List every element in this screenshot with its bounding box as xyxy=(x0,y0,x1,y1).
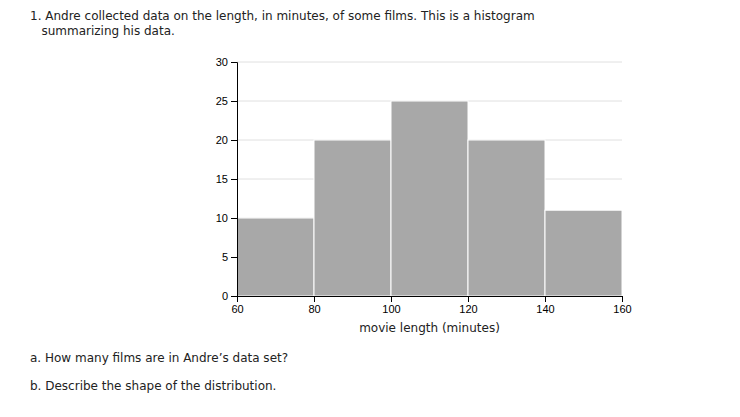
grid-line xyxy=(237,62,622,63)
x-tick: 80 xyxy=(308,296,320,315)
title: 1. Andre collected data on the length, i… xyxy=(30,9,535,38)
y-tick-mark xyxy=(231,179,237,180)
y-tick-label: 25 xyxy=(216,95,228,107)
y-tick: 0 xyxy=(222,290,237,302)
x-tick-mark xyxy=(622,296,623,302)
bar xyxy=(237,218,314,296)
y-tick: 20 xyxy=(216,134,237,146)
bar xyxy=(314,140,391,296)
y-tick: 10 xyxy=(216,212,237,224)
y-tick-mark xyxy=(231,140,237,141)
x-tick-label: 100 xyxy=(382,303,400,315)
y-axis: 0 5 10 15 20 25 30 xyxy=(216,56,238,302)
title-line: summarizing his data. xyxy=(30,24,175,38)
y-tick-label: 0 xyxy=(222,290,228,302)
x-tick: 100 xyxy=(382,296,400,315)
y-tick-mark xyxy=(231,101,237,102)
x-tick-label: 120 xyxy=(459,303,477,315)
x-tick-label: 60 xyxy=(231,303,243,315)
annotation: b. Describe the shape of the distributio… xyxy=(30,379,276,393)
x-tick: 140 xyxy=(536,296,554,315)
x-tick-label: 140 xyxy=(536,303,554,315)
x-axis: 60 80 100 120 140 160 xyxy=(231,296,631,315)
y-tick: 5 xyxy=(222,251,237,263)
y-tick-mark xyxy=(231,62,237,63)
x-tick-mark xyxy=(391,296,392,302)
bars xyxy=(237,101,622,296)
y-tick-label: 30 xyxy=(216,56,228,68)
chart: 1. Andre collected data on the length, i… xyxy=(0,0,740,417)
x-tick: 60 xyxy=(231,296,243,315)
bar xyxy=(391,101,468,296)
bar xyxy=(468,140,545,296)
title-line: 1. Andre collected data on the length, i… xyxy=(30,9,535,23)
y-tick-label: 20 xyxy=(216,134,228,146)
y-tick-mark xyxy=(231,218,237,219)
x-tick-mark xyxy=(468,296,469,302)
x-tick-mark xyxy=(545,296,546,302)
x-tick-mark xyxy=(314,296,315,302)
y-axis-line xyxy=(231,63,238,297)
x-tick-label: 80 xyxy=(308,303,320,315)
y-tick-mark xyxy=(231,296,237,297)
y-tick-label: 5 xyxy=(222,251,228,263)
annotation: a. How many films are in Andre’s data se… xyxy=(30,351,288,365)
y-tick-label: 10 xyxy=(216,212,228,224)
x-tick: 160 xyxy=(613,296,631,315)
grid xyxy=(237,62,622,296)
y-tick: 15 xyxy=(216,173,237,185)
y-tick-label: 15 xyxy=(216,173,228,185)
y-tick: 25 xyxy=(216,95,237,107)
y-tick-mark xyxy=(231,257,237,258)
x-axis-line xyxy=(238,297,623,303)
x-tick-label: 160 xyxy=(613,303,631,315)
bar xyxy=(545,210,622,296)
x-axis-title: movie length (minutes) xyxy=(359,321,500,335)
x-tick: 120 xyxy=(459,296,477,315)
y-tick: 30 xyxy=(216,56,237,68)
